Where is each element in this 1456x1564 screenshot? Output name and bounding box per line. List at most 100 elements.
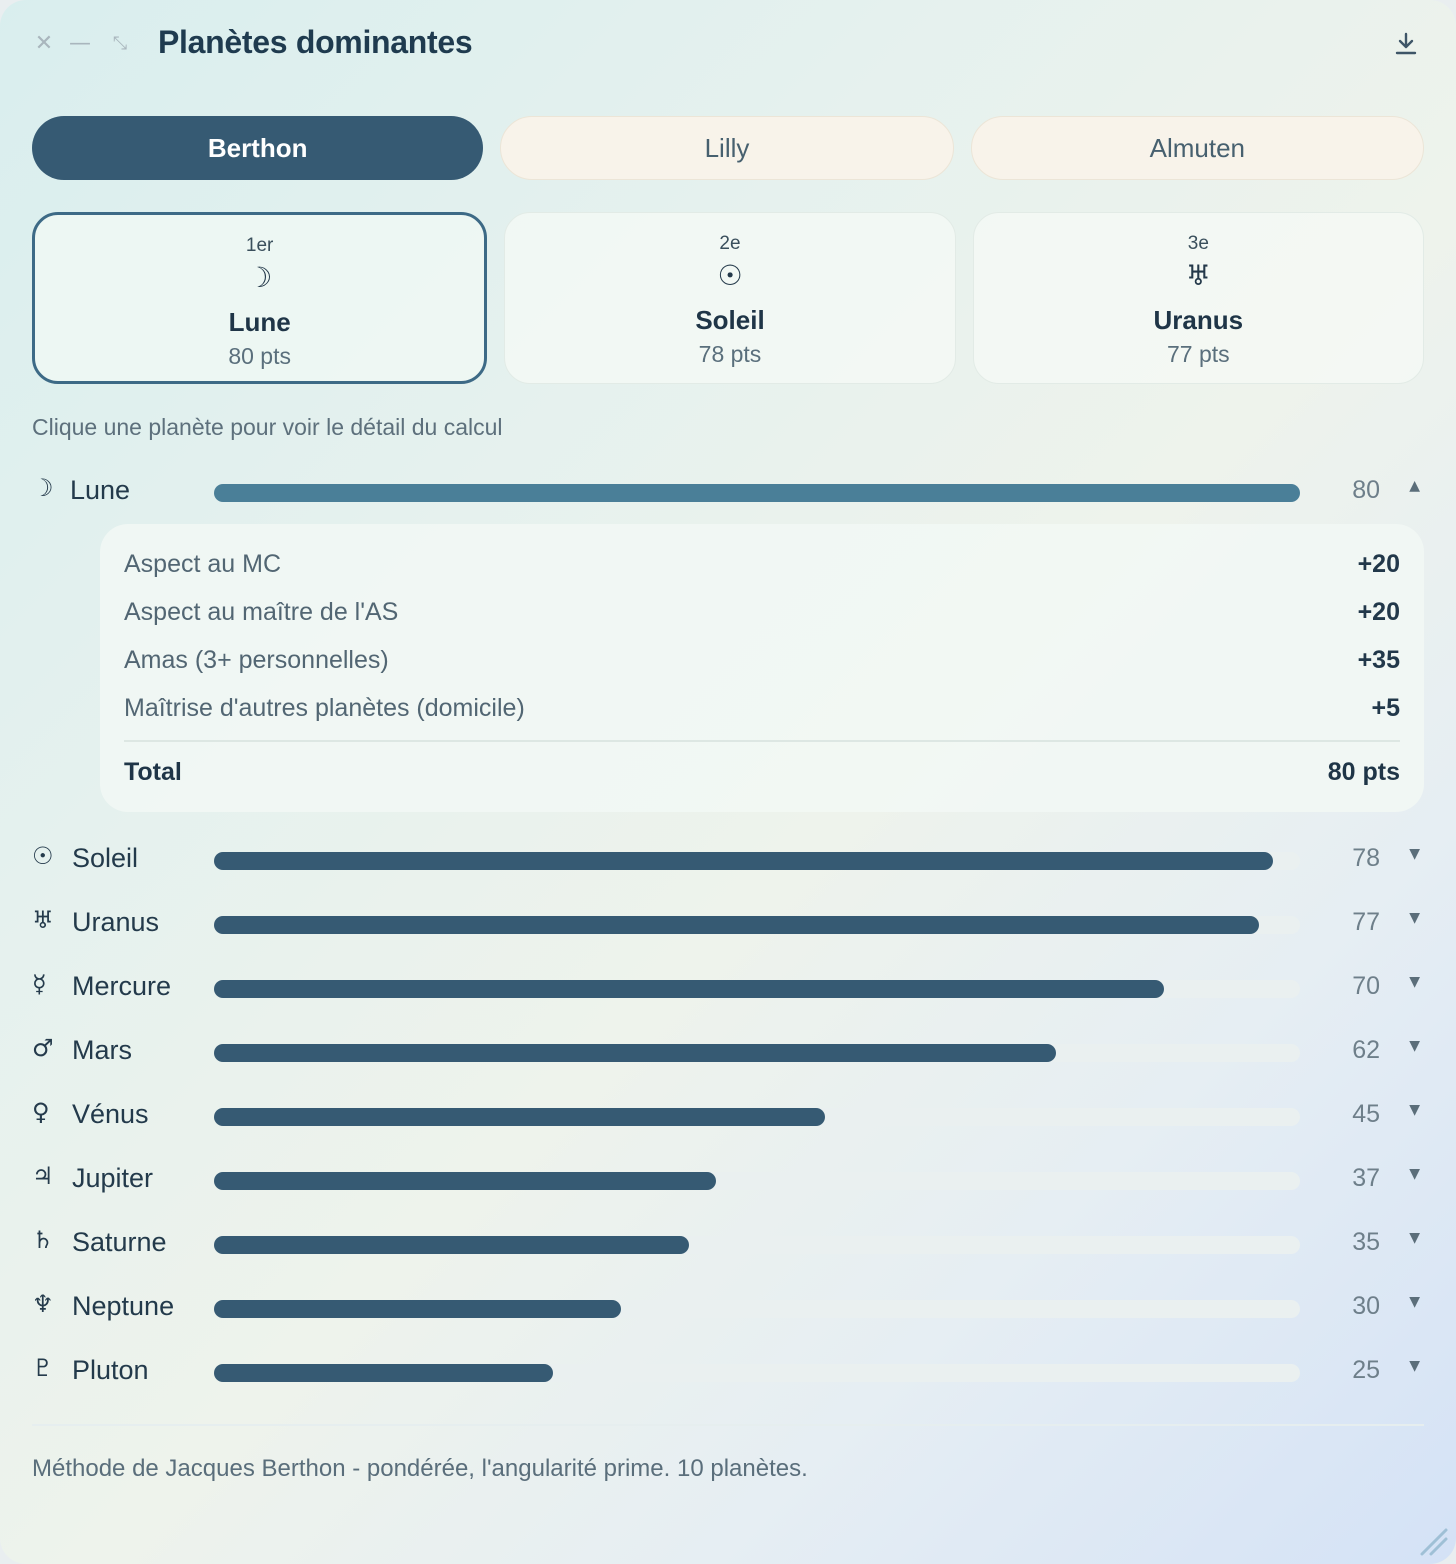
detail-value: +20 <box>1357 598 1400 626</box>
score-bar-fill <box>214 1300 621 1318</box>
score-bar-track <box>214 1236 1300 1254</box>
chevron-up-icon[interactable]: ▲ <box>1409 478 1420 494</box>
score-bar-fill <box>214 1364 553 1382</box>
method-tabs: Berthon Lilly Almuten <box>32 116 1424 180</box>
detail-label: Amas (3+ personnelles) <box>124 646 389 674</box>
planet-row-neptune[interactable]: ♆ Neptune 30 ▼ <box>32 1286 1424 1326</box>
detail-label: Maîtrise d'autres planètes (domicile) <box>124 694 525 722</box>
window-title: Planètes dominantes <box>158 24 473 60</box>
detail-value: +5 <box>1371 694 1400 722</box>
detail-item: Amas (3+ personnelles) +35 <box>124 644 1400 678</box>
podium-rank: 2e <box>719 233 741 254</box>
score-bar-fill <box>214 980 1164 998</box>
planet-score: 45 <box>1352 1100 1380 1128</box>
chevron-down-icon[interactable]: ▼ <box>1409 1166 1420 1182</box>
moon-icon: ☽ <box>32 474 54 502</box>
chevron-down-icon[interactable]: ▼ <box>1409 974 1420 990</box>
score-bar-fill <box>214 852 1273 870</box>
moon-icon: ☽ <box>247 261 273 294</box>
footer-divider <box>32 1424 1424 1426</box>
sun-icon: ☉ <box>32 842 54 870</box>
planet-row-venus[interactable]: ♀ Vénus 45 ▼ <box>32 1094 1424 1134</box>
planet-name: Uranus <box>72 907 160 937</box>
planet-row-mars[interactable]: ♂ Mars 62 ▼ <box>32 1030 1424 1070</box>
detail-value: +20 <box>1357 550 1400 578</box>
planet-row-pluto[interactable]: ♇ Pluton 25 ▼ <box>32 1350 1424 1390</box>
score-detail-panel: Aspect au MC +20 Aspect au maître de l'A… <box>100 524 1424 812</box>
score-bar-track <box>214 916 1300 934</box>
score-bar-track <box>214 1364 1300 1382</box>
hint-text: Clique une planète pour voir le détail d… <box>32 414 503 440</box>
planet-score: 70 <box>1352 972 1380 1000</box>
planet-row-sun[interactable]: ☉ Soleil 78 ▼ <box>32 838 1424 878</box>
score-bar-track <box>214 1044 1300 1062</box>
mars-icon: ♂ <box>32 1034 54 1062</box>
planet-score: 62 <box>1352 1036 1380 1064</box>
podium-points: 80 pts <box>228 343 291 369</box>
podium-planet-name: Uranus <box>1153 305 1244 335</box>
resize-handle-icon[interactable] <box>1416 1524 1450 1558</box>
detail-label: Aspect au maître de l'AS <box>124 598 399 626</box>
detail-total-label: Total <box>124 758 182 786</box>
chevron-down-icon[interactable]: ▼ <box>1409 1102 1420 1118</box>
detail-item: Aspect au maître de l'AS +20 <box>124 596 1400 630</box>
score-bar-fill <box>214 1044 1056 1062</box>
planet-row-jupiter[interactable]: ♃ Jupiter 37 ▼ <box>32 1158 1424 1198</box>
score-bar-fill <box>214 1108 825 1126</box>
sun-icon: ☉ <box>717 259 743 292</box>
podium-card-lune[interactable]: 1er ☽ Lune 80 pts <box>32 212 488 384</box>
planet-name: Soleil <box>72 843 139 873</box>
planet-name: Vénus <box>72 1099 149 1129</box>
close-icon[interactable]: ✕ <box>34 31 54 56</box>
score-bar-track <box>214 1172 1300 1190</box>
tab-lilly[interactable]: Lilly <box>500 116 954 180</box>
planet-row-saturn[interactable]: ♄ Saturne 35 ▼ <box>32 1222 1424 1262</box>
chevron-down-icon[interactable]: ▼ <box>1409 1358 1420 1374</box>
planet-row-uranus[interactable]: ♅ Uranus 77 ▼ <box>32 902 1424 942</box>
chevron-down-icon[interactable]: ▼ <box>1409 846 1420 862</box>
uranus-icon: ♅ <box>1185 259 1211 292</box>
podium-planet-name: Soleil <box>695 305 765 335</box>
score-bar-fill <box>214 1236 689 1254</box>
detail-label: Aspect au MC <box>124 550 282 578</box>
chevron-down-icon[interactable]: ▼ <box>1409 1230 1420 1246</box>
planet-row-mercury[interactable]: ☿ Mercure 70 ▼ <box>32 966 1424 1006</box>
planet-name: Lune <box>70 475 131 505</box>
score-bar-track <box>214 980 1300 998</box>
planet-row-moon[interactable]: ☽ Lune 80 ▲ <box>32 470 1424 510</box>
planet-score: 35 <box>1352 1228 1380 1256</box>
uranus-icon: ♅ <box>32 906 54 934</box>
method-footnote: Méthode de Jacques Berthon - pondérée, l… <box>32 1455 808 1482</box>
planet-name: Saturne <box>72 1227 167 1257</box>
planet-score: 77 <box>1352 908 1380 936</box>
detail-item: Maîtrise d'autres planètes (domicile) +5 <box>124 692 1400 726</box>
maximize-icon[interactable]: ⤡ <box>112 33 128 54</box>
planet-name: Neptune <box>72 1291 175 1321</box>
planet-score: 78 <box>1352 844 1380 872</box>
title-bar: ✕ — ⤡ Planètes dominantes <box>0 0 1456 90</box>
tab-almuten[interactable]: Almuten <box>970 116 1424 180</box>
download-icon[interactable] <box>1392 30 1420 58</box>
neptune-icon: ♆ <box>32 1290 54 1318</box>
tab-berthon[interactable]: Berthon <box>32 116 484 180</box>
top-three-podium: 1er ☽ Lune 80 pts 2e ☉ Soleil 78 pts 3e … <box>32 212 1424 384</box>
podium-card-uranus[interactable]: 3e ♅ Uranus 77 pts <box>972 212 1424 384</box>
planet-name: Pluton <box>72 1355 149 1385</box>
saturn-icon: ♄ <box>32 1226 54 1254</box>
jupiter-icon: ♃ <box>32 1162 54 1190</box>
minimize-icon[interactable]: — <box>69 31 91 56</box>
planet-name: Jupiter <box>72 1163 154 1193</box>
chevron-down-icon[interactable]: ▼ <box>1409 910 1420 926</box>
planet-score: 80 <box>1352 476 1380 504</box>
score-bar-track <box>214 852 1300 870</box>
pluto-icon: ♇ <box>32 1354 54 1382</box>
chevron-down-icon[interactable]: ▼ <box>1409 1038 1420 1054</box>
score-bar-track <box>214 484 1300 502</box>
venus-icon: ♀ <box>32 1098 50 1126</box>
score-bar-track <box>214 1300 1300 1318</box>
detail-value: +35 <box>1357 646 1400 674</box>
podium-points: 78 pts <box>698 341 762 367</box>
chevron-down-icon[interactable]: ▼ <box>1409 1294 1420 1310</box>
podium-card-soleil[interactable]: 2e ☉ Soleil 78 pts <box>504 212 956 384</box>
detail-item: Aspect au MC +20 <box>124 548 1400 582</box>
